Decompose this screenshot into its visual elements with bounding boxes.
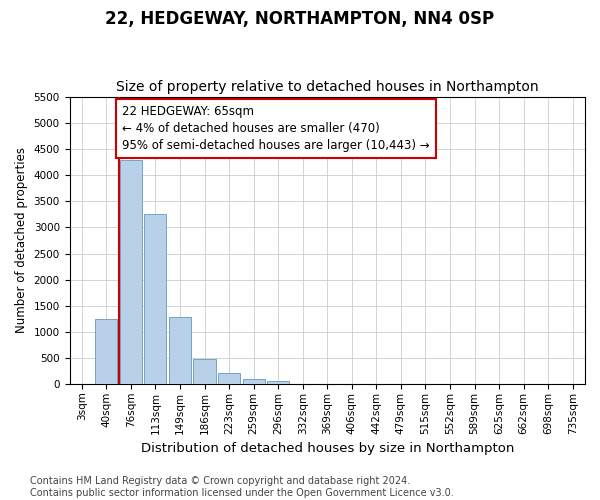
Text: 22 HEDGEWAY: 65sqm
← 4% of detached houses are smaller (470)
95% of semi-detache: 22 HEDGEWAY: 65sqm ← 4% of detached hous…: [122, 105, 430, 152]
Y-axis label: Number of detached properties: Number of detached properties: [15, 148, 28, 334]
X-axis label: Distribution of detached houses by size in Northampton: Distribution of detached houses by size …: [140, 442, 514, 455]
Bar: [242, 379, 265, 384]
Bar: [267, 381, 289, 384]
Bar: [145, 214, 166, 384]
Bar: [218, 374, 240, 384]
Title: Size of property relative to detached houses in Northampton: Size of property relative to detached ho…: [116, 80, 539, 94]
Text: 22, HEDGEWAY, NORTHAMPTON, NN4 0SP: 22, HEDGEWAY, NORTHAMPTON, NN4 0SP: [106, 10, 494, 28]
Bar: [169, 317, 191, 384]
Bar: [95, 318, 118, 384]
Bar: [193, 359, 215, 384]
Bar: [120, 160, 142, 384]
Text: Contains HM Land Registry data © Crown copyright and database right 2024.
Contai: Contains HM Land Registry data © Crown c…: [30, 476, 454, 498]
